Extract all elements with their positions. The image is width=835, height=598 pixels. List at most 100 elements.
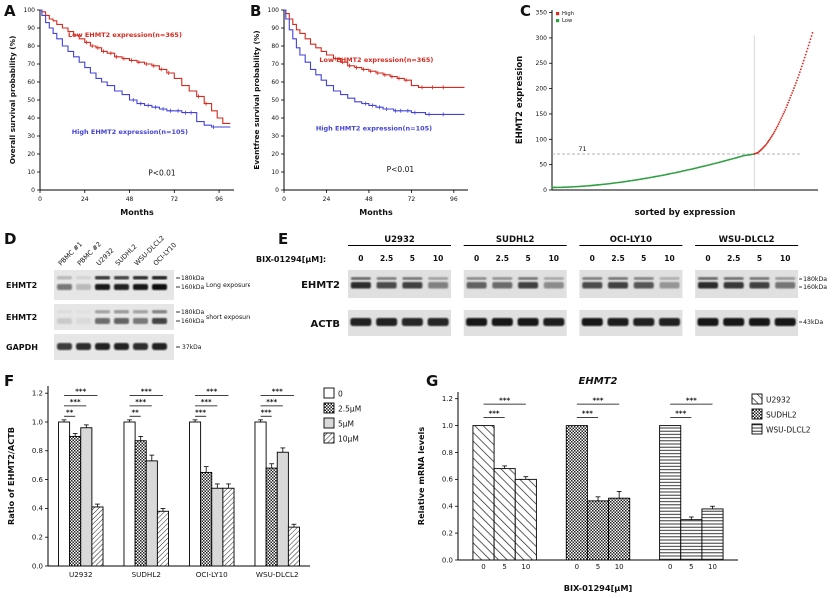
svg-text:Low EHMT2 expression(n=365): Low EHMT2 expression(n=365) xyxy=(319,56,433,64)
svg-text:5: 5 xyxy=(641,254,646,263)
svg-text:***: *** xyxy=(272,388,283,396)
svg-text:OCI-LY10: OCI-LY10 xyxy=(196,570,228,579)
svg-text:**: ** xyxy=(66,408,74,416)
chart-canvas: 0 10 20 30 40 50 60 70 80 90 100 0 24 48 72 96 Months Eve… xyxy=(252,7,468,217)
svg-text:***: *** xyxy=(195,408,206,416)
svg-text:0.0: 0.0 xyxy=(32,562,43,570)
svg-text:***: *** xyxy=(75,388,86,396)
svg-text:P<0.01: P<0.01 xyxy=(148,169,176,178)
svg-text:0: 0 xyxy=(31,187,35,194)
svg-text:10μM: 10μM xyxy=(338,435,359,444)
svg-text:300: 300 xyxy=(536,35,548,42)
svg-text:Low: Low xyxy=(562,18,573,24)
svg-text:30: 30 xyxy=(27,133,35,140)
svg-text:100: 100 xyxy=(268,7,280,14)
svg-text:2.5: 2.5 xyxy=(496,254,509,263)
chart-canvas: BIX-01294[μM]: U2932 0 2.5 5 10 SUDHL2 0 2.5 5 10 O… xyxy=(256,235,827,336)
svg-text:WSU-DLCL2: WSU-DLCL2 xyxy=(256,570,299,579)
svg-text:0.2: 0.2 xyxy=(442,529,453,537)
chart-canvas: 0 10 20 30 40 50 60 70 80 90 100 0 24 48 72 96 Months Ove… xyxy=(8,7,234,217)
svg-text:0: 0 xyxy=(275,187,279,194)
svg-text:100: 100 xyxy=(536,136,548,143)
svg-text:90: 90 xyxy=(271,25,279,32)
chart-canvas: 0.00.20.40.60.81.01.20 5 10******0 5 10*****… xyxy=(416,376,811,593)
svg-text:Months: Months xyxy=(120,208,154,217)
svg-text:0.4: 0.4 xyxy=(32,505,44,513)
svg-text:1.2: 1.2 xyxy=(442,395,453,403)
svg-text:**: ** xyxy=(131,408,139,416)
svg-text:***: *** xyxy=(141,388,152,396)
svg-text:SUDHL2: SUDHL2 xyxy=(132,570,161,579)
svg-text:***: *** xyxy=(686,396,697,404)
svg-text:***: *** xyxy=(135,398,146,406)
svg-text:10: 10 xyxy=(615,563,624,571)
svg-text:WSU-DLCL2: WSU-DLCL2 xyxy=(719,235,775,245)
panel-label-d: D xyxy=(4,230,17,248)
svg-text:Months: Months xyxy=(359,208,393,217)
svg-text:48: 48 xyxy=(365,196,373,203)
svg-text:50: 50 xyxy=(539,162,547,169)
svg-text:10: 10 xyxy=(433,254,443,263)
western-blot-cell-lines: PBMC #1 PBMC #2 U2932 SUDHL2 WSU-DLCL2 OCI-LY… xyxy=(2,228,252,374)
svg-text:80: 80 xyxy=(27,43,35,50)
svg-text:100: 100 xyxy=(24,7,36,14)
svg-text:0: 0 xyxy=(590,254,595,263)
svg-text:U2932: U2932 xyxy=(384,235,415,245)
svg-text:WSU-DLCL2: WSU-DLCL2 xyxy=(766,426,811,435)
svg-text:5μM: 5μM xyxy=(338,420,354,429)
svg-text:***: *** xyxy=(206,388,217,396)
svg-text:40: 40 xyxy=(27,115,35,122)
svg-text:EHMT2: EHMT2 xyxy=(579,376,618,387)
svg-text:200: 200 xyxy=(536,86,548,93)
panel-label-c: C xyxy=(520,2,532,20)
svg-text:60: 60 xyxy=(27,79,35,86)
ehmt2-mrna-bar-chart: 0.0 0.2 0.4 0.6 0.8 1.0 1.2 0 5 10 *** *** 0 5 10 *** **… xyxy=(412,372,834,596)
svg-text:180kDa: 180kDa xyxy=(181,275,205,282)
svg-text:0.6: 0.6 xyxy=(32,476,44,484)
svg-text:Long exposure: Long exposure xyxy=(206,282,250,289)
svg-text:SUDHL2: SUDHL2 xyxy=(766,411,797,420)
svg-text:0: 0 xyxy=(543,187,547,194)
panel-label-g: G xyxy=(426,372,439,390)
svg-text:1.0: 1.0 xyxy=(32,418,43,426)
svg-text:ACTB: ACTB xyxy=(310,319,340,330)
panel-label-e: E xyxy=(278,230,289,248)
svg-text:Eventfree survival probability: Eventfree survival probability (%) xyxy=(252,30,261,169)
svg-text:350: 350 xyxy=(536,10,548,17)
svg-text:10: 10 xyxy=(708,563,717,571)
svg-text:EHMT2: EHMT2 xyxy=(6,281,37,290)
svg-text:OCI-LY10: OCI-LY10 xyxy=(610,235,652,245)
ehmt2-expression-scatter-plot: 0 50 100 150 200 250 300 350 71 High Low sorted by … xyxy=(512,2,832,218)
svg-text:43kDa: 43kDa xyxy=(803,319,823,326)
svg-text:5: 5 xyxy=(525,254,530,263)
svg-text:1.0: 1.0 xyxy=(442,422,453,430)
svg-text:0: 0 xyxy=(338,390,343,399)
svg-text:***: *** xyxy=(593,396,604,404)
svg-text:short exposure: short exposure xyxy=(206,314,250,321)
svg-text:40: 40 xyxy=(271,115,279,122)
svg-text:***: *** xyxy=(489,410,500,418)
ehmt2-actb-ratio-bar-chart: 0.0 0.2 0.4 0.6 0.8 1.0 1.2 U2932 ** *** *** SUDHL2… xyxy=(2,372,406,596)
svg-text:96: 96 xyxy=(215,196,223,203)
svg-text:71: 71 xyxy=(578,145,586,153)
panel-label-b: B xyxy=(250,2,262,20)
chart-canvas: 0.00.20.40.60.81.01.2U2932********SUDHL2… xyxy=(6,386,361,579)
svg-text:EHMT2: EHMT2 xyxy=(6,313,37,322)
svg-text:0.4: 0.4 xyxy=(442,503,454,511)
svg-text:10: 10 xyxy=(549,254,559,263)
svg-text:2.5: 2.5 xyxy=(727,254,740,263)
svg-text:250: 250 xyxy=(536,60,548,67)
svg-text:sorted by expression: sorted by expression xyxy=(635,208,736,218)
svg-text:20: 20 xyxy=(271,151,279,158)
svg-text:Ratio of EHMT2/ACTB: Ratio of EHMT2/ACTB xyxy=(6,427,16,525)
svg-text:EHMT2 expression: EHMT2 expression xyxy=(515,56,525,144)
overall-survival-km-plot: 0 10 20 30 40 50 60 70 80 90 100 0 24 48 72 96 Months Ove… xyxy=(6,2,242,218)
svg-text:24: 24 xyxy=(81,196,89,203)
svg-text:60: 60 xyxy=(271,79,279,86)
svg-text:SUDHL2: SUDHL2 xyxy=(496,235,535,245)
svg-text:24: 24 xyxy=(323,196,331,203)
svg-text:10: 10 xyxy=(664,254,674,263)
svg-text:0: 0 xyxy=(282,196,286,203)
svg-text:0.2: 0.2 xyxy=(32,534,43,542)
